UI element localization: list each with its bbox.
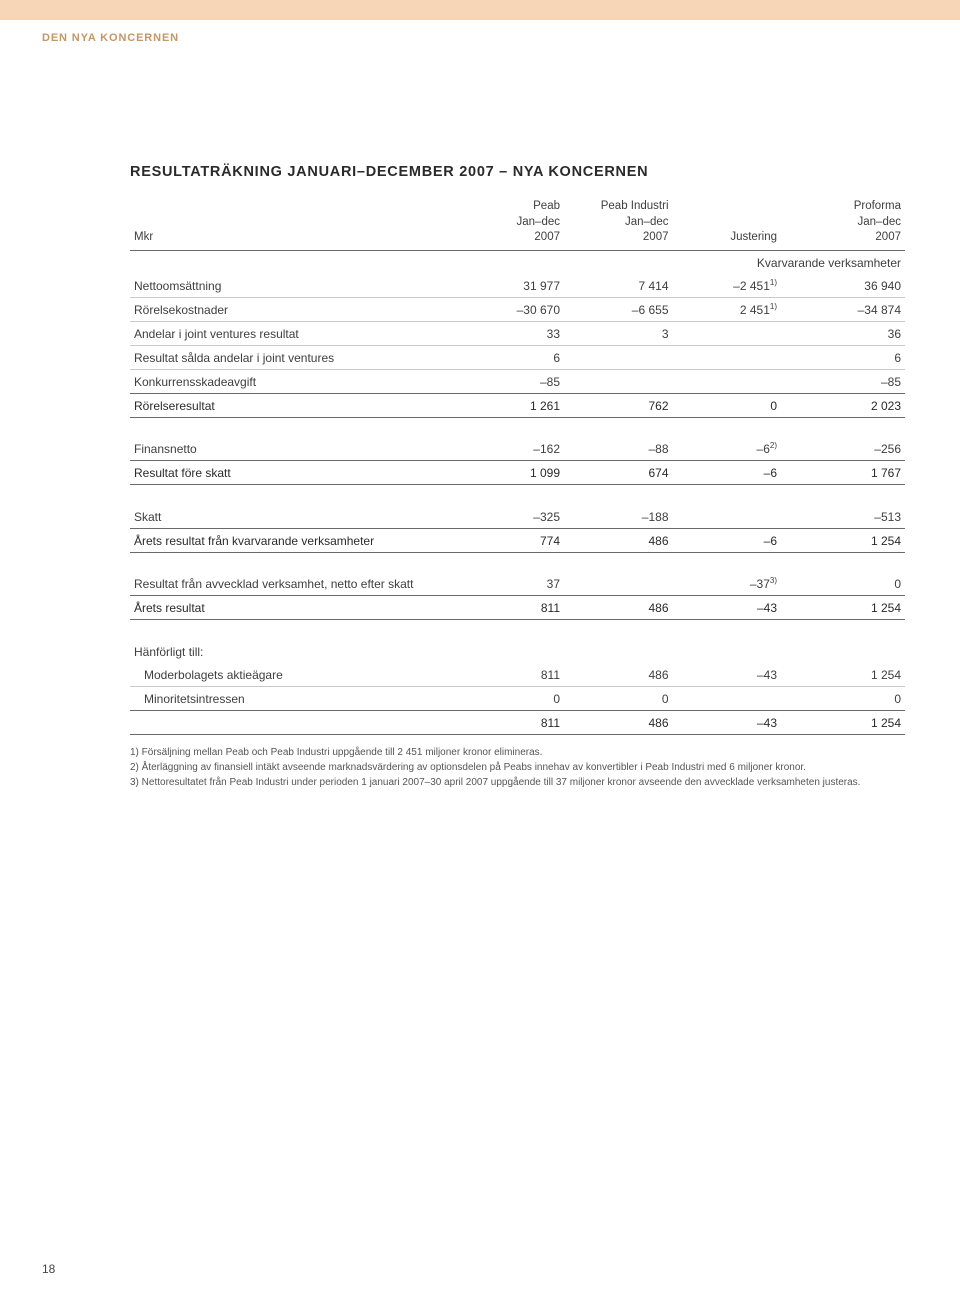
col-mkr: Mkr: [130, 194, 471, 250]
table-row: Resultat sålda andelar i joint ventures6…: [130, 345, 905, 369]
table-row: Moderbolagets aktieägare811486–431 254: [130, 663, 905, 687]
table-row: Konkurrensskadeavgift–85–85: [130, 369, 905, 393]
subtotal-row: Resultat före skatt1 099674–61 767: [130, 461, 905, 485]
section-header: DEN NYA KONCERNEN: [0, 20, 960, 44]
subtotal-row: Rörelseresultat1 26176202 023: [130, 393, 905, 417]
table-row: Minoritetsintressen000: [130, 686, 905, 710]
footnotes: 1) Försäljning mellan Peab och Peab Indu…: [130, 745, 905, 790]
top-band: [0, 0, 960, 20]
total-row: 811486–431 254: [130, 710, 905, 734]
footnote-3: 3) Nettoresultatet från Peab Industri un…: [130, 775, 905, 790]
section-header-row: Hänförligt till:: [130, 640, 905, 663]
subtotal-row: Årets resultat från kvarvarande verksamh…: [130, 528, 905, 552]
page-content: RESULTATRÄKNING JANUARI–DECEMBER 2007 – …: [0, 44, 960, 790]
col-peab-industri: Peab Industri Jan–dec 2007: [564, 194, 673, 250]
table-row: Finansnetto–162–88 –62)–256: [130, 437, 905, 461]
page-number: 18: [42, 1262, 55, 1276]
col-peab: Peab Jan–dec 2007: [471, 194, 564, 250]
table-row: Skatt–325–188–513: [130, 505, 905, 529]
table-row: Resultat från avvecklad verksamhet, nett…: [130, 572, 905, 596]
col-justering: Justering: [673, 194, 782, 250]
table-title: RESULTATRÄKNING JANUARI–DECEMBER 2007 – …: [130, 164, 905, 180]
total-row: Årets resultat811486–431 254: [130, 596, 905, 620]
footnote-1: 1) Försäljning mellan Peab och Peab Indu…: [130, 745, 905, 760]
col-proforma: Proforma Jan–dec 2007: [781, 194, 905, 250]
table-row: Rörelsekostnader–30 670–6 655 2 4511)–34…: [130, 297, 905, 321]
footnote-2: 2) Återläggning av finansiell intäkt avs…: [130, 760, 905, 775]
table-header-row: Mkr Peab Jan–dec 2007 Peab Industri Jan–…: [130, 194, 905, 250]
section-header-row: Kvarvarande verksamheter: [130, 250, 905, 274]
table-row: Nettoomsättning31 9777 414 –2 4511)36 94…: [130, 274, 905, 298]
income-statement-table: Mkr Peab Jan–dec 2007 Peab Industri Jan–…: [130, 194, 905, 735]
table-row: Andelar i joint ventures resultat33336: [130, 321, 905, 345]
